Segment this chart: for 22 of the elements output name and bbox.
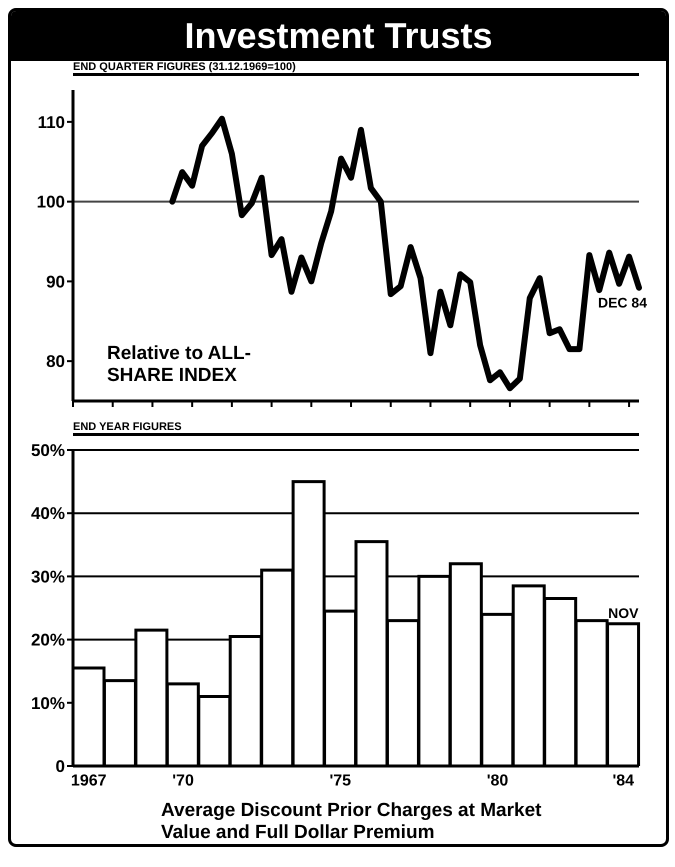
chart-subtitle: END YEAR FIGURES [73, 421, 639, 436]
y-tick-label: 30% [30, 567, 65, 586]
annotation: Relative to ALL-SHARE INDEX [107, 343, 252, 387]
annotation: NOV [608, 604, 640, 621]
text: Average Discount Prior Charges at Market Value and Full Dollar Premium [161, 800, 542, 844]
chart-title: Investment Trusts [11, 11, 666, 61]
y-tick-label: 80 [46, 352, 65, 372]
y-tick-label: 110 [38, 112, 65, 132]
y-tick-label: 100 [36, 192, 65, 212]
y-tick-label: 20% [30, 630, 65, 650]
chart-subtitle: END QUARTER FIGURES (31.12.1969=100) [73, 61, 639, 76]
y-tick-label: 90 [46, 272, 65, 292]
x-tick-label: '80 [486, 772, 508, 790]
x-tick-label: '70 [172, 772, 194, 790]
y-tick-label: 10% [30, 694, 65, 713]
x-tick-label: '75 [329, 772, 352, 790]
y-tick-label: 50% [30, 441, 65, 460]
y-tick-label: 40% [30, 504, 65, 524]
y-tick-label: 0 [56, 757, 65, 776]
x-tick-label: 1967 [70, 772, 107, 790]
annotation: DEC 84 [598, 294, 648, 311]
x-tick-label: '84 [612, 772, 634, 790]
